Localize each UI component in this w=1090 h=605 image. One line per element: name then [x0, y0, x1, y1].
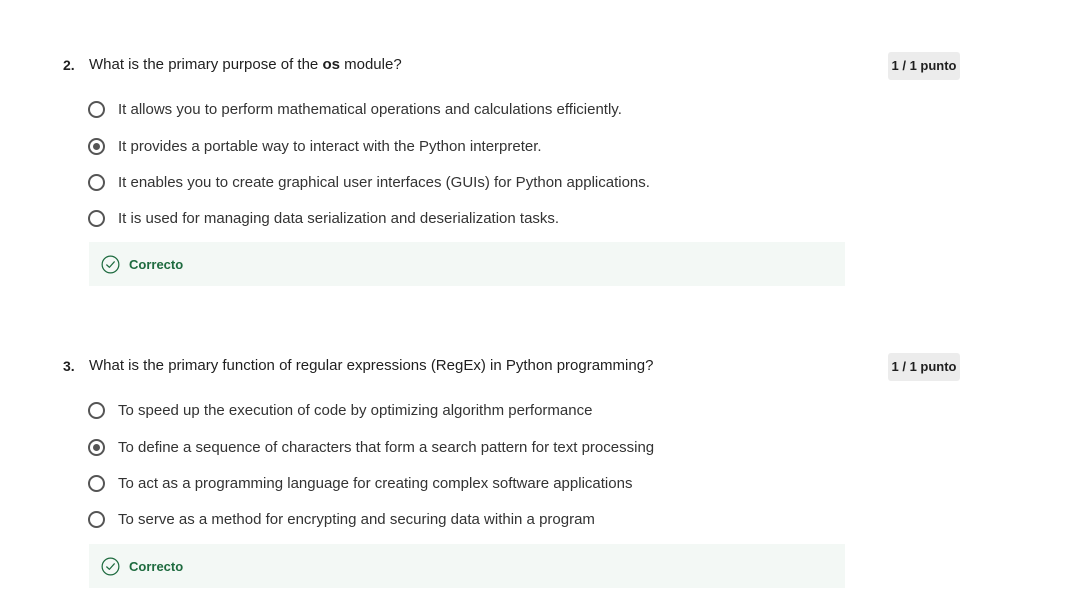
prompt-text-before: What is the primary purpose of the [89, 56, 323, 73]
answer-option[interactable]: To define a sequence of characters that … [88, 437, 848, 461]
feedback-box: Correcto [89, 544, 845, 588]
answer-option[interactable]: It enables you to create graphical user … [88, 172, 848, 196]
radio-button[interactable] [88, 475, 105, 492]
answer-option[interactable]: To speed up the execution of code by opt… [88, 400, 848, 424]
answer-option[interactable]: It is used for managing data serializati… [88, 208, 848, 232]
prompt-text-bold: os [322, 56, 340, 73]
score-badge: 1 / 1 punto [888, 353, 960, 381]
question-number: 2. [63, 57, 75, 73]
option-label: It provides a portable way to interact w… [118, 138, 542, 155]
question-header: 3. What is the primary function of regul… [0, 353, 1090, 381]
score-badge: 1 / 1 punto [888, 52, 960, 80]
question-prompt: What is the primary function of regular … [89, 357, 654, 374]
radio-button[interactable] [88, 210, 105, 227]
question-number: 3. [63, 358, 75, 374]
option-label: It allows you to perform mathematical op… [118, 101, 622, 118]
answer-option[interactable]: To serve as a method for encrypting and … [88, 509, 848, 533]
check-circle-icon [101, 557, 120, 576]
radio-button-selected[interactable] [88, 439, 105, 456]
answer-option[interactable]: It allows you to perform mathematical op… [88, 99, 848, 123]
radio-button-selected[interactable] [88, 138, 105, 155]
option-label: To speed up the execution of code by opt… [118, 402, 593, 419]
feedback-box: Correcto [89, 242, 845, 286]
option-label: It enables you to create graphical user … [118, 174, 650, 191]
feedback-label: Correcto [129, 257, 184, 272]
radio-button[interactable] [88, 511, 105, 528]
question-header: 2. What is the primary purpose of the os… [0, 52, 1090, 80]
prompt-text-after: module? [339, 56, 402, 73]
answer-option[interactable]: To act as a programming language for cre… [88, 473, 848, 497]
question-prompt: What is the primary purpose of the os mo… [89, 56, 402, 73]
radio-button[interactable] [88, 101, 105, 118]
radio-button[interactable] [88, 174, 105, 191]
answer-option[interactable]: It provides a portable way to interact w… [88, 136, 848, 160]
option-label: To act as a programming language for cre… [118, 475, 633, 492]
feedback-label: Correcto [129, 559, 184, 574]
check-circle-icon [101, 255, 120, 274]
option-label: To define a sequence of characters that … [118, 439, 655, 456]
radio-button[interactable] [88, 402, 105, 419]
option-label: To serve as a method for encrypting and … [118, 511, 595, 528]
option-label: It is used for managing data serializati… [118, 210, 560, 227]
